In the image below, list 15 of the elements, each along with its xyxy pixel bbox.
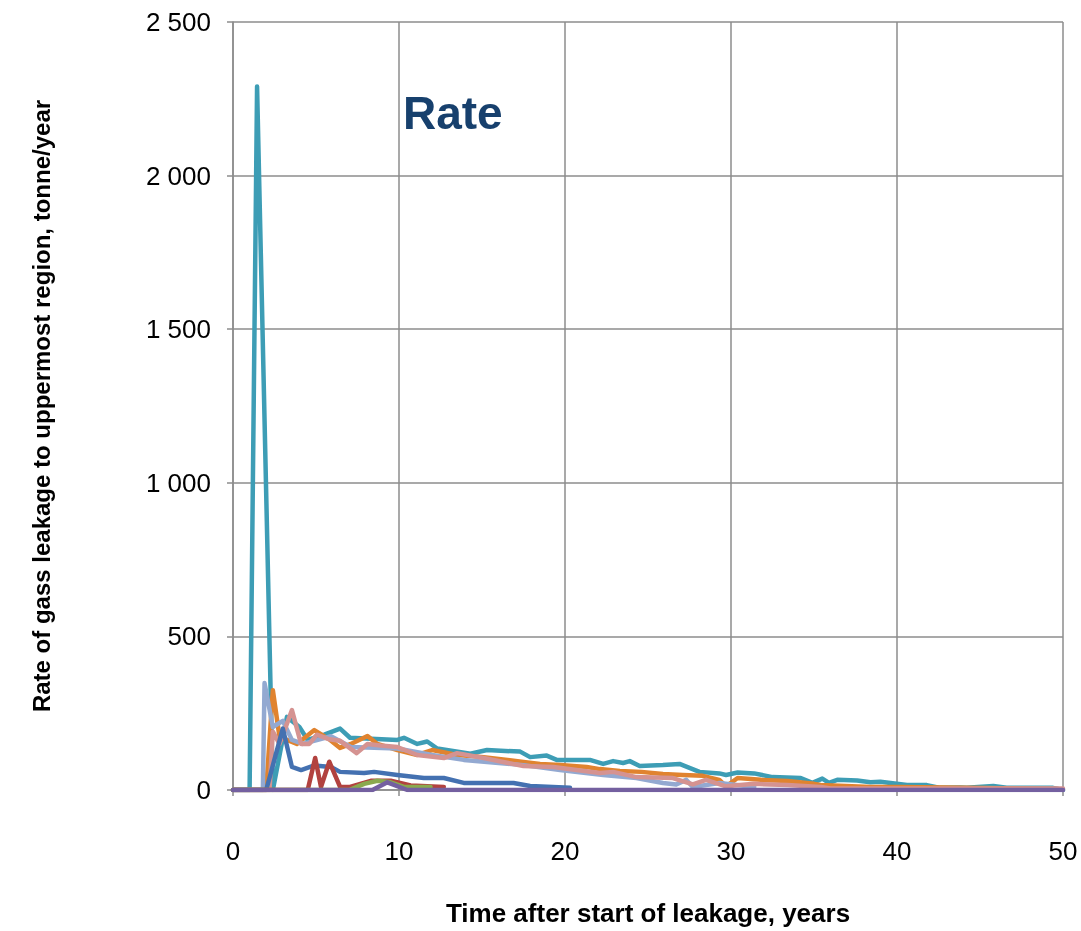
x-tick-label: 20 [550,836,580,866]
annotation: Rate [403,87,503,139]
x-tick-label: 30 [716,836,746,866]
y-tick-label: 2 500 [145,7,211,37]
y-axis-title: Rate of gass leakage to uppermost region, tonne/year [27,99,55,713]
y-tick-label: 500 [167,621,211,652]
x-tick-label: 40 [882,836,912,866]
y-tick-label: 1 000 [145,467,211,498]
y-tick-label: 0 [196,775,211,805]
x-tick-label: 0 [225,836,241,866]
y-tick-label: 1 500 [145,314,211,345]
y-tick-label: 2 000 [145,160,211,191]
x-tick-label: 10 [384,836,414,866]
x-axis-title: Time after start of leakage, years [445,898,851,928]
x-tick-label: 50 [1048,836,1078,866]
